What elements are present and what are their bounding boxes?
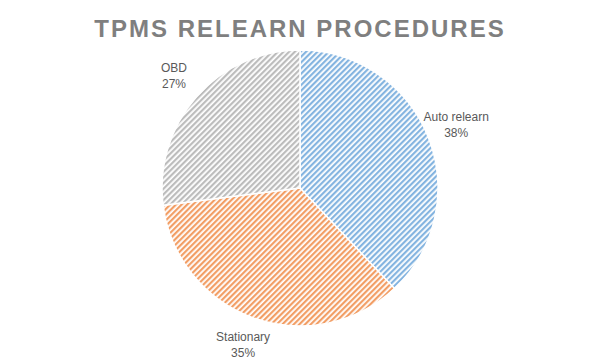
slices bbox=[162, 50, 438, 326]
slice-category-label: Auto relearn bbox=[424, 110, 489, 124]
chart-container: TPMS RELEARN PROCEDURES Auto relearn 38% St… bbox=[0, 0, 600, 363]
slice-category-label: Stationary bbox=[216, 330, 270, 344]
slice-value-label: 38% bbox=[444, 126, 468, 140]
slice-category-label: OBD bbox=[161, 61, 187, 75]
chart-title: TPMS RELEARN PROCEDURES bbox=[94, 15, 505, 42]
chart-svg: TPMS RELEARN PROCEDURES Auto relearn 38% St… bbox=[0, 0, 600, 363]
pie-slice bbox=[163, 188, 394, 326]
slice-value-label: 27% bbox=[162, 77, 186, 91]
data-labels: Auto relearn 38% Stationary 35% OBD 27% bbox=[161, 61, 489, 360]
slice-value-label: 35% bbox=[231, 346, 255, 360]
